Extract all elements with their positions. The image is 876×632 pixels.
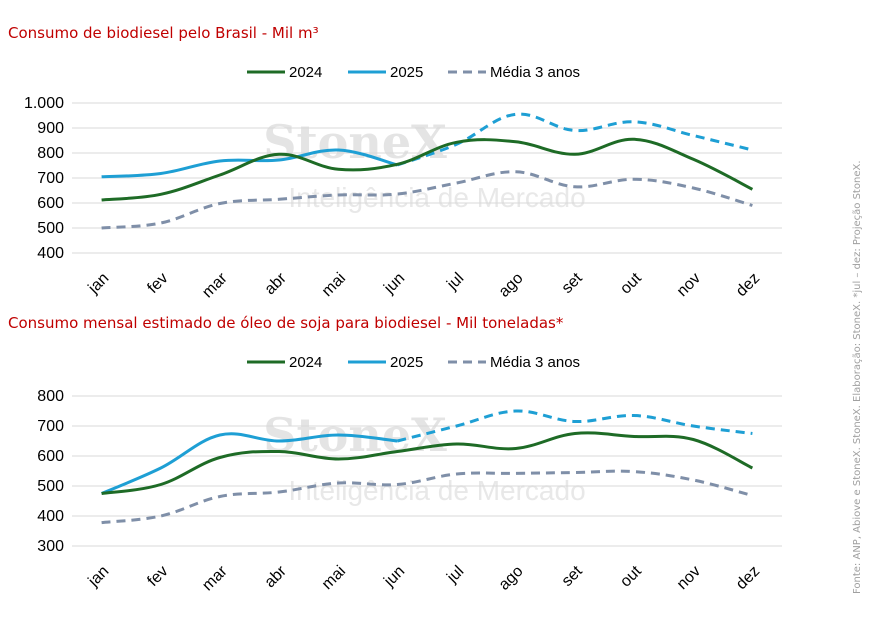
legend-item-2024: 2024 bbox=[247, 354, 322, 371]
series-line-2024 bbox=[101, 431, 754, 495]
x-tick-label: dez bbox=[733, 270, 763, 300]
x-tick-label: dez bbox=[733, 563, 763, 593]
x-tick-label: ago bbox=[496, 563, 527, 594]
x-tick-label: jul bbox=[443, 563, 467, 587]
chart-1: StoneX Inteligência de Mercado 400 500 600 70… bbox=[24, 64, 782, 301]
x-tick-label: out bbox=[617, 562, 645, 590]
series-line-2024 bbox=[101, 137, 754, 202]
legend-label: 2025 bbox=[390, 354, 423, 371]
x-tick-label: jan bbox=[85, 563, 113, 591]
y-tick-label: 800 bbox=[37, 145, 64, 162]
series-line-2025-actual bbox=[101, 148, 398, 179]
legend-item-2025: 2025 bbox=[348, 354, 423, 371]
legend-item-avg: Média 3 anos bbox=[448, 64, 580, 81]
x-tick-label: abr bbox=[262, 562, 291, 591]
y-tick-label: 700 bbox=[37, 170, 64, 187]
x-tick-label: mar bbox=[199, 562, 231, 594]
x-tick-label: jan bbox=[85, 270, 113, 298]
legend-label: Média 3 anos bbox=[490, 64, 580, 81]
legend-label: 2025 bbox=[390, 64, 423, 81]
x-tick-label: fev bbox=[144, 270, 171, 297]
x-tick-label: ago bbox=[496, 270, 527, 301]
watermark-brand: StoneX bbox=[263, 115, 447, 169]
watermark-tagline: Inteligência de Mercado bbox=[288, 182, 585, 213]
y-tick-label: 400 bbox=[37, 245, 64, 262]
y-tick-label: 400 bbox=[37, 508, 64, 525]
y-tick-label: 1.000 bbox=[24, 95, 64, 112]
y-tick-label: 600 bbox=[37, 195, 64, 212]
x-tick-label: nov bbox=[674, 563, 704, 593]
y-tick-label: 500 bbox=[37, 478, 64, 495]
x-tick-label: jun bbox=[380, 563, 408, 591]
x-tick-label: jun bbox=[380, 270, 408, 298]
y-tick-label: 800 bbox=[37, 388, 64, 405]
x-tick-label: nov bbox=[674, 270, 704, 300]
legend-label: Média 3 anos bbox=[490, 354, 580, 371]
series-line-2025-projection bbox=[397, 409, 753, 443]
x-tick-label: jul bbox=[443, 270, 467, 294]
x-tick-label: set bbox=[559, 562, 587, 590]
chart-2-title: Consumo mensal estimado de óleo de soja … bbox=[8, 314, 564, 332]
y-tick-label: 700 bbox=[37, 418, 64, 435]
x-tick-label: set bbox=[559, 269, 587, 297]
series-line-avg bbox=[101, 469, 753, 525]
series-line-2025-projection bbox=[396, 112, 753, 167]
x-tick-label: mai bbox=[319, 563, 349, 593]
legend-label: 2024 bbox=[289, 354, 322, 371]
y-tick-label: 300 bbox=[37, 538, 64, 555]
chart-1-title: Consumo de biodiesel pelo Brasil - Mil m… bbox=[8, 24, 319, 42]
y-tick-label: 900 bbox=[37, 120, 64, 137]
y-tick-label: 500 bbox=[37, 220, 64, 237]
source-note: Fonte: ANP, Abiove e StoneX. StoneX. Ela… bbox=[852, 160, 863, 595]
x-tick-label: mai bbox=[319, 270, 349, 300]
x-tick-label: mar bbox=[199, 269, 231, 301]
y-tick-label: 600 bbox=[37, 448, 64, 465]
legend-item-avg: Média 3 anos bbox=[448, 354, 580, 371]
legend-item-2025: 2025 bbox=[348, 64, 423, 81]
legend-label: 2024 bbox=[289, 64, 322, 81]
watermark-tagline: Inteligência de Mercado bbox=[288, 475, 585, 506]
series-line-2025-actual bbox=[101, 432, 398, 495]
x-tick-label: abr bbox=[262, 269, 291, 298]
legend-item-2024: 2024 bbox=[247, 64, 322, 81]
x-tick-label: fev bbox=[144, 563, 171, 590]
x-tick-label: out bbox=[617, 269, 645, 297]
series-line-avg bbox=[101, 170, 753, 230]
